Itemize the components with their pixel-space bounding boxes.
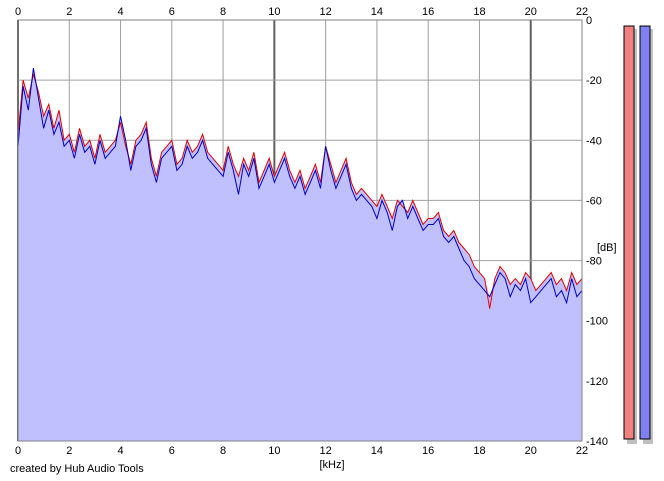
x-tick-label-top: 2 xyxy=(66,6,72,18)
y-tick-label: -60 xyxy=(586,195,602,207)
x-tick-label-bottom: 0 xyxy=(15,445,21,457)
x-tick-label-bottom: 14 xyxy=(371,445,383,457)
x-tick-label-top: 14 xyxy=(371,6,383,18)
x-tick-label-top: 4 xyxy=(117,6,123,18)
x-tick-label-bottom: 16 xyxy=(422,445,434,457)
x-tick-label-top: 8 xyxy=(220,6,226,18)
level-meter-2 xyxy=(639,25,651,440)
y-tick-label: 0 xyxy=(586,15,592,27)
x-tick-label-bottom: 18 xyxy=(473,445,485,457)
y-tick-labels: 0 -20 -40 -60 -80 -100 -120 -140 xyxy=(586,15,608,448)
y-tick-label: -20 xyxy=(586,75,602,87)
x-tick-label-bottom: 6 xyxy=(169,445,175,457)
y-axis-label: [dB] xyxy=(597,242,617,254)
y-tick-label: -120 xyxy=(586,376,608,388)
x-tick-labels-top: 0 2 4 6 8 10 12 14 16 18 20 22 xyxy=(15,6,588,18)
x-tick-label-bottom: 2 xyxy=(66,445,72,457)
level-meter-1 xyxy=(623,25,635,440)
y-tick-label: -80 xyxy=(586,256,602,268)
x-tick-label-bottom: 8 xyxy=(220,445,226,457)
footer-credit: created by Hub Audio Tools xyxy=(10,463,144,475)
x-tick-label-top: 6 xyxy=(169,6,175,18)
series-lines xyxy=(17,68,583,309)
level-meters xyxy=(623,25,653,444)
x-tick-label-top: 18 xyxy=(473,6,485,18)
x-tick-label-bottom: 10 xyxy=(268,445,280,457)
x-tick-label-top: 20 xyxy=(525,6,537,18)
plot-frame xyxy=(17,19,583,442)
y-tick-label: -140 xyxy=(586,436,608,448)
x-tick-label-bottom: 20 xyxy=(525,445,537,457)
x-tick-label-top: 0 xyxy=(15,6,21,18)
y-tick-label: -100 xyxy=(586,316,608,328)
x-tick-label-top: 22 xyxy=(576,6,588,18)
x-axis-label: [kHz] xyxy=(319,459,344,471)
x-tick-label-bottom: 4 xyxy=(117,445,123,457)
x-tick-label-top: 12 xyxy=(320,6,332,18)
series-line-2 xyxy=(17,68,583,305)
x-tick-labels-bottom: 0 2 4 6 8 10 12 14 16 18 20 22 xyxy=(15,445,588,457)
x-tick-label-top: 10 xyxy=(268,6,280,18)
spectrum-fill xyxy=(18,68,582,441)
x-tick-label-bottom: 22 xyxy=(576,445,588,457)
x-tick-label-top: 16 xyxy=(422,6,434,18)
y-tick-label: -40 xyxy=(586,135,602,147)
series-line-1 xyxy=(17,73,583,309)
spectrum-area xyxy=(18,68,582,441)
x-tick-label-bottom: 12 xyxy=(320,445,332,457)
